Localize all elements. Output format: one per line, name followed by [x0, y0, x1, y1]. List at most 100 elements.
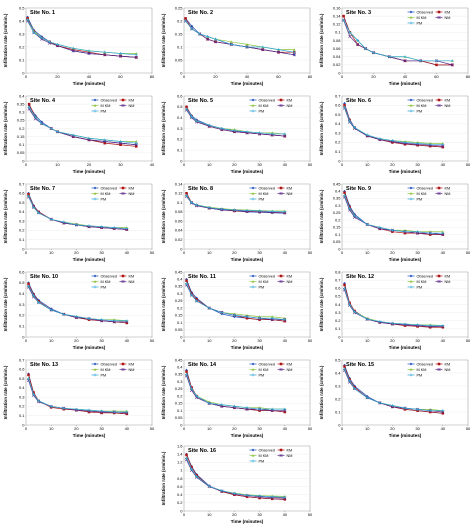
legend-marker-km [279, 274, 283, 278]
legend-label-pm: PM [101, 285, 107, 289]
x-tick-label: 10 [207, 512, 212, 517]
plot-area [183, 183, 311, 250]
legend-label-observed: Observed [101, 98, 117, 102]
y-tick-label: 0.1 [19, 142, 25, 147]
chart-svg: 0 0.1 0.2 0.3 0.4 0.5 0.6 0 10 20 30 40 50 Time (minu… [3, 269, 155, 350]
data-point-pm [32, 392, 35, 396]
x-tick-label: 40 [150, 162, 155, 167]
x-tick-label: 60 [276, 74, 281, 79]
data-point-pm [245, 315, 249, 319]
legend-label-m-km: M KM [259, 368, 269, 372]
x-axis-label: Time (minutes) [73, 257, 106, 262]
y-tick-label: 0.2 [335, 318, 341, 323]
legend-label-km: KM [287, 274, 293, 278]
x-tick-label: 40 [441, 426, 446, 431]
plot-area [341, 95, 469, 162]
chart-panel-site-5: 0 0.1 0.2 0.3 0.4 0.5 0.6 0 10 20 30 40 50 Time (minu… [160, 90, 316, 176]
y-tick-label: 0 [338, 246, 341, 251]
chart-panel-site-8: 0 0.02 0.04 0.06 0.08 0.1 0.12 0.14 0 10 20 30 40 50 T… [160, 178, 316, 264]
x-tick-label: 10 [207, 426, 212, 431]
series-line-pm [186, 374, 285, 410]
series-line-pm [28, 285, 127, 322]
y-tick-label: 0.6 [19, 367, 25, 372]
data-point-pm [270, 316, 274, 320]
chart-svg: 0 0.02 0.04 0.06 0.08 0.1 0.12 0.14 0.16 0 20 40 60 8… [319, 5, 471, 86]
x-tick-label: 50 [308, 338, 313, 343]
data-point-pm [75, 407, 78, 411]
data-point-km [391, 230, 394, 233]
data-point-km [428, 325, 432, 329]
legend-label-observed: Observed [101, 186, 117, 190]
y-tick-label: 0.1 [177, 320, 183, 325]
data-point-km [258, 318, 261, 321]
y-tick-label: 0.3 [19, 110, 25, 115]
x-tick-label: 30 [257, 426, 262, 431]
legend-marker-m-km [251, 192, 255, 195]
chart-svg: 0 0.1 0.2 0.3 0.4 0.5 0.6 0.7 0 10 20 30 40 50 Time (m… [319, 93, 471, 174]
x-tick-label: 0 [341, 426, 344, 431]
data-point-pm [233, 129, 236, 133]
chart-panel-site-16: 0 0.2 0.4 0.6 0.8 1 1.2 1.4 1.6 0 10 20 30 40 50 Time (… [160, 440, 316, 526]
data-point-pm [391, 404, 394, 407]
y-tick-label: 0.5 [19, 5, 25, 10]
legend-marker-m-km [251, 454, 255, 457]
x-tick-label: 50 [466, 426, 471, 431]
legend-label-pm: PM [417, 21, 423, 25]
data-point-pm [49, 405, 53, 408]
data-point-pm [283, 407, 287, 411]
y-tick-label: 0.4 [177, 492, 183, 497]
x-tick-label: 40 [441, 338, 446, 343]
legend-marker-observed [93, 98, 97, 102]
data-point-km [184, 17, 187, 20]
series-line-pm [27, 19, 137, 56]
chart-svg: 0 0.2 0.4 0.6 0.8 1 1.2 1.4 1.6 0 10 20 30 40 50 Time (… [161, 443, 313, 524]
x-tick-label: 20 [371, 74, 376, 79]
y-tick-label: 0.3 [19, 394, 25, 399]
data-point-pm [391, 139, 394, 142]
data-point-pm [185, 194, 188, 198]
y-tick-label: 0.4 [335, 121, 341, 126]
y-tick-label: 0.7 [19, 181, 25, 186]
x-tick-label: 0 [183, 512, 186, 517]
y-tick-label: 1.2 [177, 460, 183, 465]
x-tick-label: 30 [118, 162, 123, 167]
y-tick-label: 0.1 [177, 44, 183, 49]
data-point-pm [283, 132, 287, 136]
x-tick-label: 0 [25, 338, 28, 343]
y-tick-label: 0.25 [175, 5, 184, 10]
site-title: Site No. 1 [30, 10, 55, 16]
y-tick-label: 1 [180, 468, 183, 473]
legend-label-km: KM [129, 98, 135, 102]
data-point-km [403, 143, 407, 146]
legend-marker-km [437, 98, 441, 102]
data-point-nm [118, 141, 123, 145]
data-point-pm [220, 207, 224, 211]
data-point-pm [342, 18, 345, 22]
x-tick-label: 20 [232, 338, 237, 343]
series-line-pm [186, 195, 285, 213]
legend-label-m-km: M KM [101, 280, 111, 284]
data-point-pm [441, 409, 445, 413]
data-point-pm [441, 324, 445, 328]
data-point-km [343, 191, 346, 194]
data-point-pm [195, 203, 198, 207]
y-tick-label: 0.12 [333, 22, 342, 27]
data-point-pm [40, 36, 44, 40]
data-point-km [27, 192, 30, 196]
legend-label-nm: NM [287, 454, 293, 458]
legend-marker-km [437, 186, 441, 190]
legend-label-observed: Observed [259, 362, 275, 366]
legend-marker-nm [279, 191, 283, 196]
legend-label-nm: NM [287, 192, 293, 196]
x-tick-label: 10 [365, 338, 370, 343]
x-axis-label: Time (minutes) [231, 345, 264, 350]
legend-marker-nm [121, 103, 125, 108]
x-tick-label: 0 [25, 162, 28, 167]
series-line-pm [186, 108, 285, 135]
data-point-pm [71, 46, 75, 50]
data-point-pm [378, 137, 382, 141]
legend-marker-km [437, 274, 441, 278]
data-point-km [283, 319, 287, 323]
legend-label-km: KM [445, 98, 451, 102]
